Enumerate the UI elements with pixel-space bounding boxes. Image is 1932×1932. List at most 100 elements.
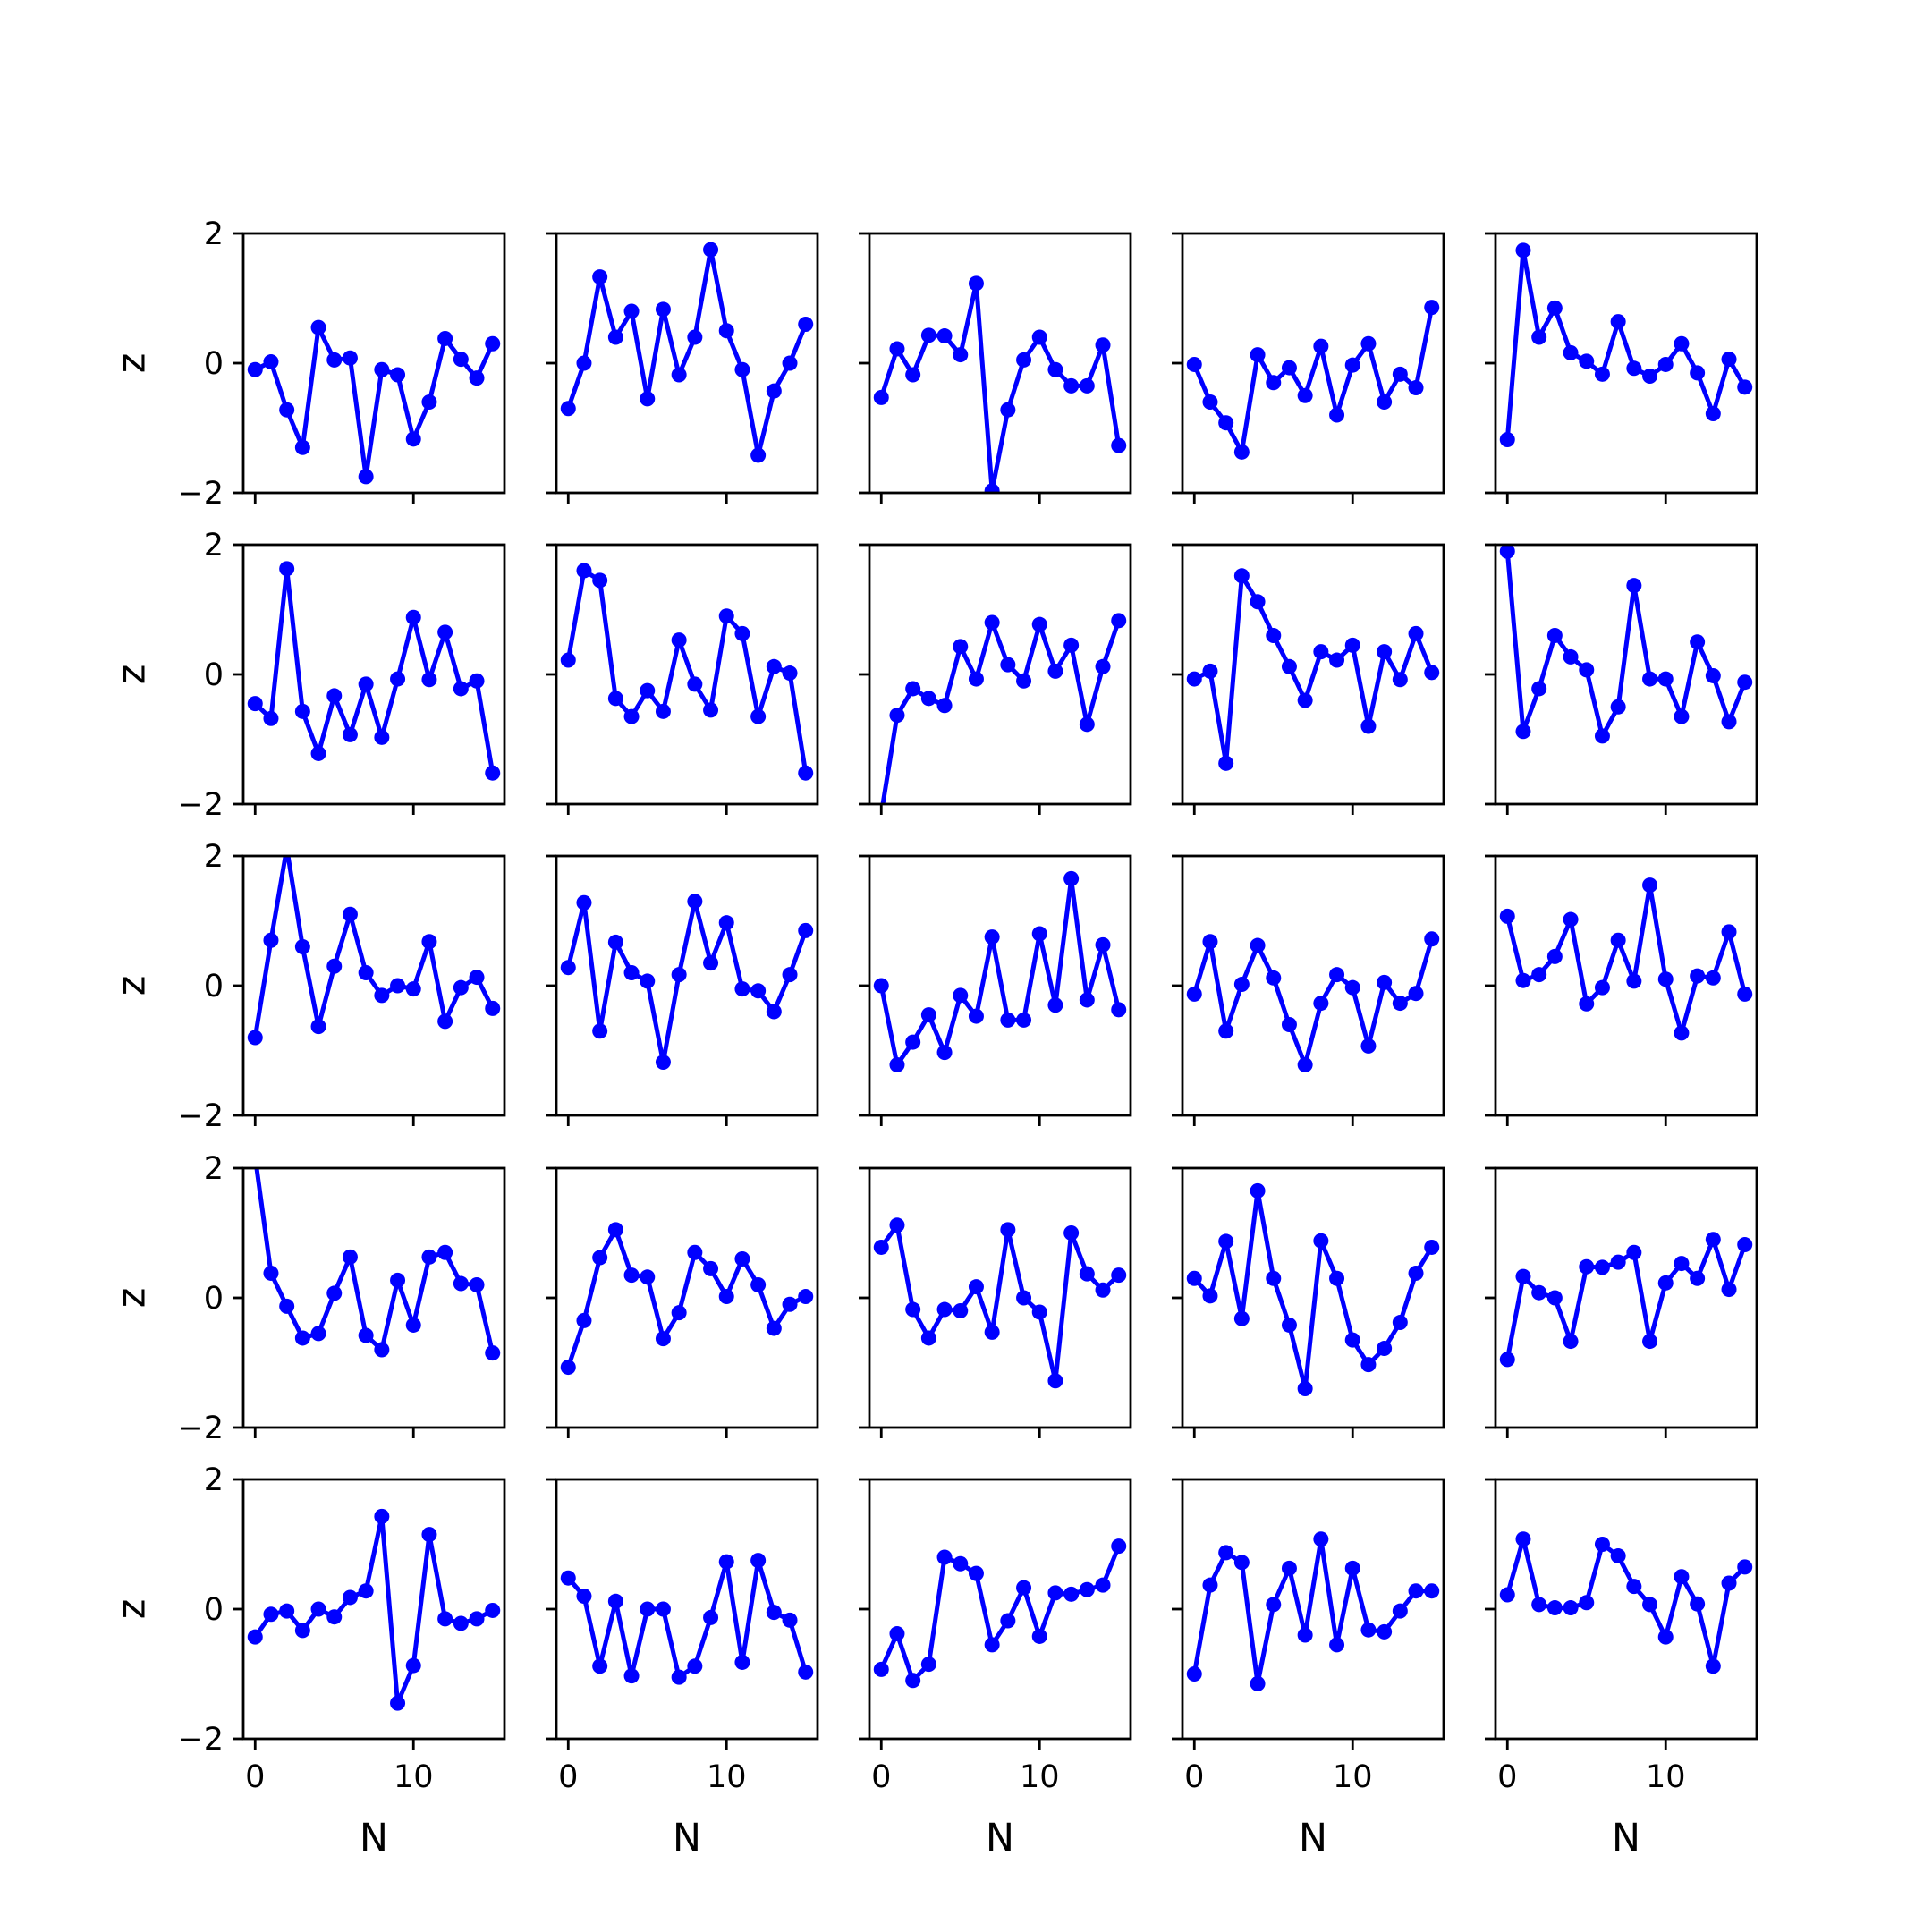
data-point [687,1658,703,1674]
data-point [1642,671,1658,687]
data-point [1031,616,1047,632]
data-point [469,1611,485,1627]
data-point [1266,1270,1282,1286]
data-point [1233,977,1250,993]
data-point [1031,926,1047,942]
data-point [623,1267,640,1284]
data-point [671,1669,687,1685]
data-point [766,1605,782,1621]
data-point [1297,692,1313,708]
data-point [1594,366,1610,382]
panel-r4-c1: 0 10N [546,1478,819,1860]
data-point [953,1555,969,1572]
data-point [1610,932,1626,948]
series-line-group [1186,568,1440,771]
data-point [294,939,310,954]
data-point [718,323,734,339]
data-point [1000,1222,1016,1238]
data-point [1000,402,1016,418]
data-point [905,681,921,697]
panel-r1-c4 [1485,543,1758,815]
y-axis-label: z [110,353,155,374]
data-point [263,932,279,948]
data-point [560,1360,576,1376]
data-point [1705,1232,1721,1248]
series-line-group [1499,242,1753,448]
series-line-group [1499,1531,1753,1674]
data-point [1642,1597,1658,1613]
data-point [592,1250,608,1266]
data-point [655,1055,671,1071]
series-line-group [1186,931,1440,1072]
data-point [1531,967,1547,983]
data-point [453,979,469,996]
data-point [1202,1577,1218,1593]
data-point [1063,1225,1080,1241]
data-point [1737,986,1753,1002]
data-point [374,987,390,1004]
data-point [1063,870,1080,886]
data-point [469,1277,485,1292]
data-point [374,1342,390,1358]
data-point [1079,716,1095,733]
data-point [873,389,889,405]
data-point [1111,437,1127,453]
data-point [750,1277,767,1292]
x-axis-label: N [1612,1816,1640,1860]
series-line [253,1513,494,1706]
data-point [1408,1265,1424,1281]
data-point [576,894,592,911]
data-point [920,327,936,343]
data-point [782,355,798,371]
data-point [687,1244,703,1260]
data-point [984,483,1000,493]
data-point [1016,1290,1032,1306]
data-point [1079,992,1095,1008]
data-point [485,1602,501,1618]
data-point [1642,369,1658,384]
plot-frame [1181,232,1445,495]
data-point [1063,637,1080,653]
data-point [576,1589,592,1604]
data-point [1674,1256,1690,1272]
y-axis-label: z [110,1599,155,1620]
data-point [1690,1270,1706,1286]
series-line [1192,1188,1434,1391]
series-line [1191,938,1435,1067]
data-point [734,1251,750,1267]
data-point [936,328,953,344]
data-point [342,350,358,366]
panel-r2-c0: −2 0 2 z [110,839,506,1134]
data-point [1424,300,1440,316]
data-point [1000,657,1016,673]
data-point [766,658,782,674]
data-point [920,1007,936,1023]
series-line-group [254,1168,501,1361]
data-point [640,973,656,989]
y-axis-label: z [110,976,155,996]
data-point [1721,714,1737,730]
data-point [279,402,295,418]
data-point [1233,1310,1250,1326]
y-axis-label: z [110,1288,155,1309]
data-point [263,1606,279,1623]
data-point [623,303,640,319]
series-line-group [247,856,501,1046]
x-tick-label: 0 [558,1759,578,1795]
data-point [905,367,921,383]
plot-frame [242,543,506,806]
series-line [254,1168,496,1354]
data-point [1186,986,1202,1002]
data-point [1344,357,1360,373]
y-tick-label: −2 [177,1411,224,1446]
series-line [1504,1537,1747,1669]
data-point [1313,338,1329,354]
data-point [1674,708,1690,724]
data-point [607,1593,623,1609]
data-point [984,1637,1000,1653]
data-point [279,561,295,577]
data-point [968,275,984,292]
series-line [565,568,809,774]
series-line-group [873,275,1127,493]
